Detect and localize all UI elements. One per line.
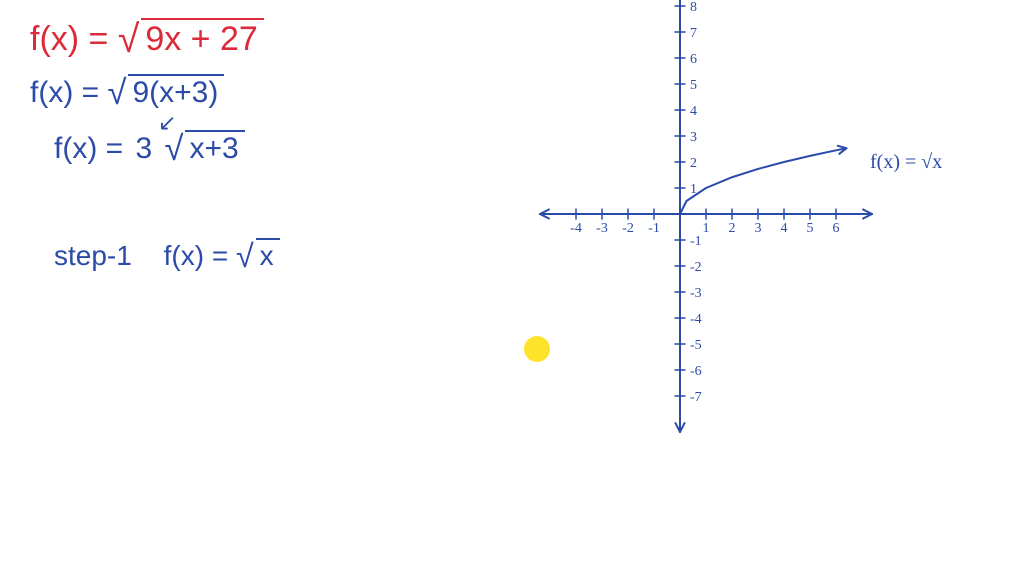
svg-text:5: 5 <box>807 221 814 236</box>
svg-text:-7: -7 <box>690 390 702 405</box>
svg-text:1: 1 <box>703 221 710 236</box>
svg-text:8: 8 <box>690 0 697 15</box>
svg-text:4: 4 <box>690 104 697 119</box>
svg-text:5: 5 <box>690 78 697 93</box>
svg-text:-1: -1 <box>648 221 660 236</box>
svg-text:-2: -2 <box>690 260 702 275</box>
svg-text:6: 6 <box>690 52 697 67</box>
svg-text:-1: -1 <box>690 234 702 249</box>
svg-text:-4: -4 <box>690 312 702 327</box>
svg-text:-5: -5 <box>690 338 702 353</box>
svg-text:-3: -3 <box>596 221 608 236</box>
svg-text:2: 2 <box>729 221 736 236</box>
svg-text:4: 4 <box>781 221 788 236</box>
whiteboard: f(x) = 9x + 27 f(x) = 9(x+3) ↙ f(x) = 3 … <box>0 0 1024 576</box>
svg-text:7: 7 <box>690 26 697 41</box>
svg-text:3: 3 <box>690 130 697 145</box>
svg-text:f(x) = √x: f(x) = √x <box>870 151 942 173</box>
svg-text:-6: -6 <box>690 364 702 379</box>
svg-text:-4: -4 <box>570 221 582 236</box>
svg-text:6: 6 <box>833 221 840 236</box>
svg-text:3: 3 <box>755 221 762 236</box>
svg-text:-3: -3 <box>690 286 702 301</box>
svg-text:2: 2 <box>690 156 697 171</box>
svg-text:-2: -2 <box>622 221 634 236</box>
coordinate-graph: -4-3-2-112345612345678-1-2-3-4-5-6-7f(x)… <box>0 0 1024 576</box>
